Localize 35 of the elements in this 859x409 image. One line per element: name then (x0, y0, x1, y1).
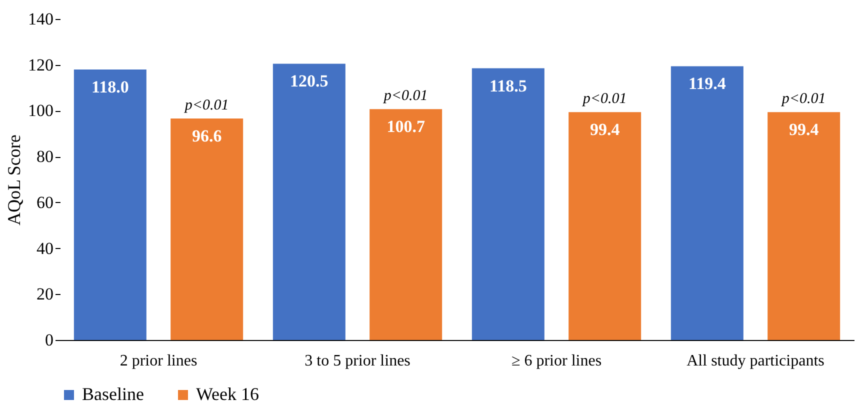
annotation: p<0.01 (780, 91, 826, 108)
y-tick-label: 40 (36, 238, 54, 258)
data-label: 96.6 (192, 126, 222, 146)
x-tick-label: All study participants (686, 352, 824, 370)
data-label: 118.5 (490, 76, 527, 96)
y-tick-label: 100 (28, 101, 54, 120)
y-axis-title: AQoL Score (4, 134, 24, 226)
bar (568, 112, 642, 340)
data-label: 99.4 (590, 120, 620, 140)
bar (370, 109, 442, 340)
bar (170, 118, 244, 340)
data-label: 118.0 (92, 77, 129, 96)
annotation: p<0.01 (582, 91, 627, 108)
y-tick-label: 0 (45, 330, 54, 350)
annotation: p<0.01 (382, 88, 428, 104)
y-tick-label: 20 (36, 284, 54, 304)
bar (670, 66, 744, 340)
annotation: p<0.01 (184, 98, 229, 114)
y-tick-label: 120 (28, 55, 54, 74)
bar (472, 68, 544, 340)
bar (272, 64, 346, 340)
data-label: 100.7 (386, 117, 426, 136)
y-tick-label: 60 (36, 192, 54, 212)
data-label: 99.4 (788, 120, 820, 140)
x-tick-label: ≥ 6 prior lines (511, 352, 602, 370)
y-tick-label: 140 (28, 10, 54, 28)
x-tick-label: 3 to 5 prior lines (304, 352, 410, 370)
legend-label: Week 16 (196, 384, 260, 404)
legend-label: Baseline (82, 384, 144, 404)
bar (74, 69, 146, 340)
x-tick-label: 2 prior lines (120, 352, 198, 370)
y-tick-label: 80 (36, 147, 54, 166)
bar (768, 112, 840, 340)
data-label: 119.4 (688, 74, 726, 94)
data-label: 120.5 (290, 72, 328, 91)
